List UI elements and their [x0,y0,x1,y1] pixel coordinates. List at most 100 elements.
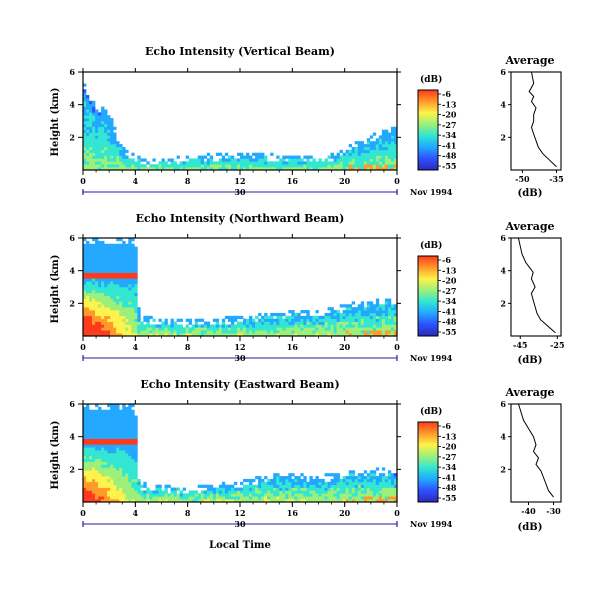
heatmap-cell [125,304,129,308]
heatmap-cell [125,164,129,168]
heatmap-cell [92,435,96,439]
heatmap-cell [321,487,325,491]
heatmap-cell [327,493,331,497]
heatmap-cell [104,129,108,133]
heatmap-cell [134,496,138,500]
heatmap-cell [101,464,105,468]
heatmap-cell [113,315,117,319]
heatmap-cell [212,167,217,171]
heatmap-cell [113,481,117,485]
heatmap-cell [288,478,292,483]
colorbar-tick-label: -55 [442,493,456,503]
heatmap-cell [92,330,96,334]
heatmap-cell [104,424,108,428]
heatmap-cell [125,278,129,282]
heatmap-cell [128,246,132,250]
heatmap-cell [140,321,144,325]
heatmap-cell [261,324,265,328]
northward-colorbar: (dB) -6-13-20-27-34-41-48-55 [417,240,457,337]
heatmap-cell [357,149,362,153]
heatmap-cell [116,333,120,337]
heatmap-cell [119,438,123,442]
heatmap-cell [104,278,108,282]
heatmap-cell [113,158,117,162]
heatmap-cell [86,100,90,104]
heatmap-cell [98,118,102,122]
heatmap-cell [243,158,247,162]
heatmap-cell [125,438,129,442]
heatmap-cell [291,493,295,497]
heatmap-cell [104,327,108,331]
heatmap-cell [230,155,235,159]
heatmap-cell [369,158,374,162]
heatmap-cell [101,304,105,308]
heatmap-cell [161,167,165,171]
heatmap-cell [185,324,189,328]
heatmap-cell [387,333,392,337]
heatmap-cell [101,461,105,465]
heatmap-cell [131,333,135,337]
heatmap-cell [101,432,105,436]
heatmap-cell [89,418,93,422]
heatmap-cell [83,115,87,119]
heatmap-cell [327,487,331,491]
heatmap-cell [357,490,362,494]
heatmap-cell [116,421,120,425]
heatmap-cell [273,481,277,485]
heatmap-cell [339,493,343,497]
heatmap-cell [261,315,265,319]
heatmap-cell [107,295,111,299]
heatmap-cell [83,89,87,93]
heatmap-cell [390,315,395,319]
heatmap-cell [101,255,105,259]
heatmap-cell [113,258,117,262]
heatmap-cell [107,415,111,419]
heatmap-cell [306,155,310,159]
heatmap-cell [170,496,174,500]
heatmap-cell [300,324,304,328]
heatmap-cell [101,315,105,319]
heatmap-cell [375,499,380,503]
heatmap-cell [89,289,93,294]
heatmap-cell [95,146,99,151]
heatmap-cell [164,161,168,165]
heatmap-cell [128,467,132,471]
heatmap-cell [98,496,102,500]
heatmap-cell [128,464,132,468]
heatmap-cell [393,327,398,331]
heatmap-cell [390,312,395,317]
heatmap-cell [101,272,105,276]
heatmap-cell [98,499,102,503]
heatmap-cell [89,484,93,488]
heatmap-cell [140,484,144,488]
heatmap-cell [375,330,380,334]
heatmap-cell [351,301,356,305]
heatmap-cell [294,484,298,488]
x-tick-label: 16 [287,508,299,518]
heatmap-cell [306,318,310,322]
heatmap-cell [122,155,126,159]
heatmap-cell [95,249,99,253]
heatmap-cell [387,310,392,314]
heatmap-cell [206,321,211,325]
heatmap-cell [233,490,238,494]
heatmap-cell [179,490,183,494]
x-tick-label: 0 [80,508,86,518]
heatmap-cell [285,478,289,483]
heatmap-cell [351,478,356,483]
heatmap-cell [86,427,90,431]
heatmap-cell [98,112,102,116]
heatmap-cell [107,318,111,322]
heatmap-cell [366,318,371,322]
heatmap-cell [273,484,277,488]
y-tick-label: 2 [69,132,75,142]
heatmap-cell [378,499,383,503]
heatmap-cell [291,312,295,317]
heatmap-cell [128,238,132,242]
heatmap-cell [104,118,108,122]
heatmap-cell [381,135,386,139]
heatmap-cell [384,327,389,331]
heatmap-cell [372,149,377,153]
heatmap-cell [101,412,105,416]
heatmap-cell [212,330,217,334]
